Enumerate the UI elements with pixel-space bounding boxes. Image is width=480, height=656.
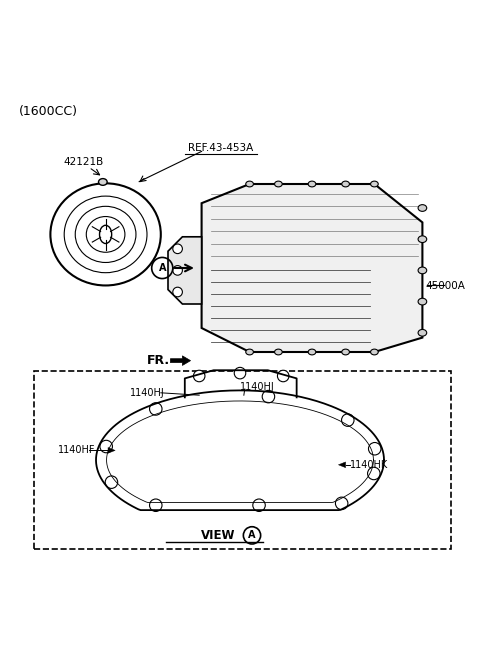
Ellipse shape	[418, 267, 427, 274]
Text: 42121B: 42121B	[64, 157, 104, 167]
Ellipse shape	[275, 181, 282, 187]
Circle shape	[277, 370, 289, 382]
Text: 1140HJ: 1140HJ	[240, 382, 275, 392]
Circle shape	[253, 499, 265, 512]
Circle shape	[342, 414, 354, 426]
Ellipse shape	[342, 181, 349, 187]
Ellipse shape	[246, 181, 253, 187]
Ellipse shape	[275, 349, 282, 355]
Circle shape	[173, 244, 182, 254]
Ellipse shape	[371, 349, 378, 355]
Text: REF.43-453A: REF.43-453A	[188, 143, 253, 153]
Ellipse shape	[418, 298, 427, 305]
Ellipse shape	[308, 349, 316, 355]
Circle shape	[100, 440, 112, 453]
Text: A: A	[248, 530, 256, 541]
Circle shape	[173, 287, 182, 297]
Circle shape	[193, 370, 205, 382]
Polygon shape	[202, 184, 422, 352]
Text: FR.: FR.	[146, 354, 169, 367]
Circle shape	[234, 367, 246, 379]
Circle shape	[150, 403, 162, 415]
Text: 1140HK: 1140HK	[350, 460, 389, 470]
Text: 1140HF: 1140HF	[58, 445, 95, 455]
Polygon shape	[168, 237, 202, 304]
Circle shape	[369, 443, 381, 455]
Ellipse shape	[418, 329, 427, 336]
Text: (1600CC): (1600CC)	[19, 105, 78, 118]
Text: A: A	[158, 263, 166, 273]
Circle shape	[336, 497, 348, 510]
Ellipse shape	[308, 181, 316, 187]
Polygon shape	[170, 356, 191, 365]
Ellipse shape	[98, 178, 107, 186]
Polygon shape	[108, 447, 115, 453]
Circle shape	[173, 266, 182, 276]
Ellipse shape	[418, 236, 427, 243]
Text: 1140HJ: 1140HJ	[130, 388, 164, 398]
Polygon shape	[338, 462, 346, 468]
Ellipse shape	[418, 205, 427, 211]
Ellipse shape	[246, 349, 253, 355]
Text: VIEW: VIEW	[201, 529, 235, 542]
Circle shape	[262, 390, 275, 403]
Circle shape	[150, 499, 162, 512]
Ellipse shape	[342, 349, 349, 355]
Text: 45000A: 45000A	[426, 281, 466, 291]
Circle shape	[368, 467, 380, 480]
Ellipse shape	[371, 181, 378, 187]
Circle shape	[105, 476, 118, 489]
